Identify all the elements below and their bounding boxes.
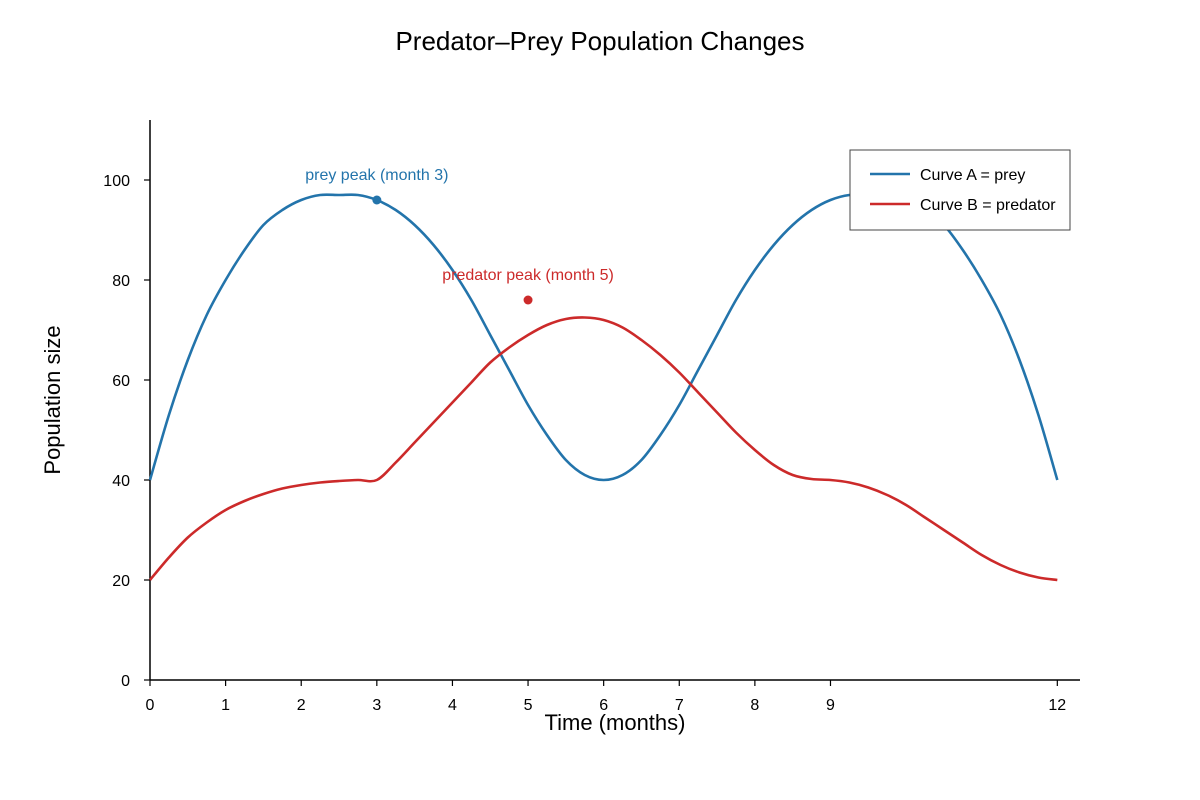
x-tick-label: 1 xyxy=(221,697,230,714)
prey-curve xyxy=(148,193,1059,482)
predator-peak-label: predator peak (month 5) xyxy=(442,267,614,284)
x-tick-label: 7 xyxy=(675,697,684,714)
x-tick-label: 0 xyxy=(146,697,155,714)
legend-label: Curve A = prey xyxy=(920,167,1025,184)
y-tick-label: 0 xyxy=(121,673,130,690)
chart-title: Predator–Prey Population Changes xyxy=(395,26,804,56)
predator-peak-marker xyxy=(523,295,533,305)
legend-label: Curve B = predator xyxy=(920,197,1056,214)
predator-curve xyxy=(149,316,1058,582)
y-axis-title: Population size xyxy=(40,325,65,474)
prey-peak-label: prey peak (month 3) xyxy=(305,167,448,184)
x-axis-title: Time (months) xyxy=(545,710,686,735)
y-tick-label: 100 xyxy=(103,173,130,190)
x-tick-label: 4 xyxy=(448,697,457,714)
x-tick-label: 3 xyxy=(372,697,381,714)
y-tick-label: 40 xyxy=(112,473,130,490)
x-tick-label: 2 xyxy=(297,697,306,714)
x-tick-label: 9 xyxy=(826,697,835,714)
legend-box xyxy=(849,149,1071,231)
y-tick-label: 60 xyxy=(112,373,130,390)
x-tick-label: 6 xyxy=(599,697,608,714)
y-tick-label: 80 xyxy=(112,273,130,290)
y-tick-label: 20 xyxy=(112,573,130,590)
legend: Curve A = prey Curve B = predator xyxy=(849,149,1071,231)
x-tick-label: 8 xyxy=(750,697,759,714)
x-tick-label: 12 xyxy=(1048,697,1066,714)
x-tick-label: 5 xyxy=(524,697,533,714)
prey-peak-marker xyxy=(372,195,382,205)
